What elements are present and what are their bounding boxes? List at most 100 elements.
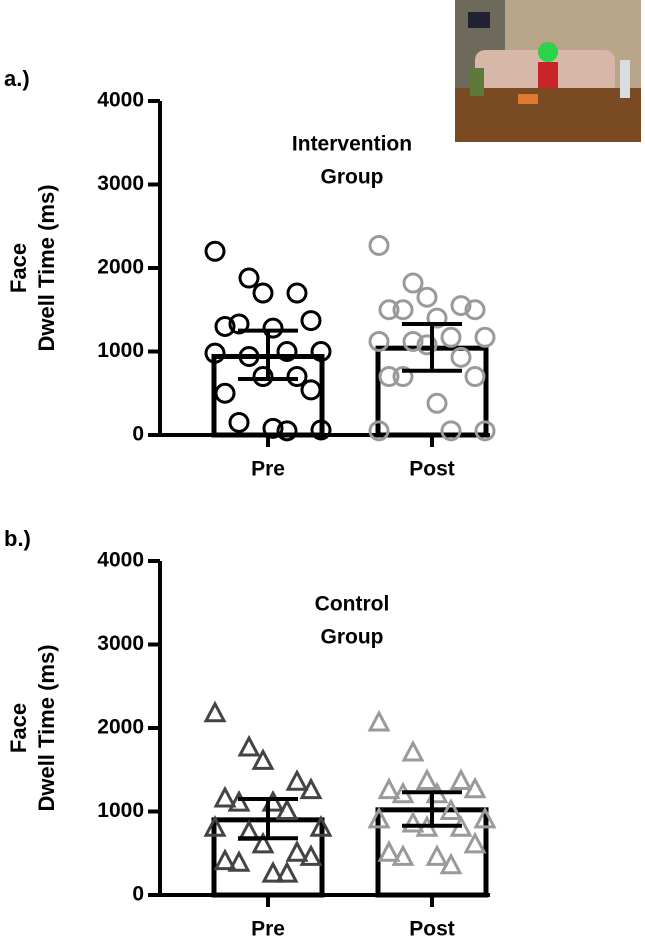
chart-title: Intervention (292, 133, 412, 156)
data-point (391, 844, 415, 866)
data-point (238, 267, 260, 289)
y-tick-label: 1000 (97, 799, 144, 822)
panel-label: b.) (4, 526, 31, 551)
error-bar (402, 790, 462, 828)
data-point (276, 341, 298, 362)
data-point (450, 346, 472, 368)
data-point (286, 282, 308, 304)
data-point (252, 282, 274, 304)
data-point (285, 769, 309, 791)
data-point (214, 315, 236, 337)
data-point (213, 848, 237, 871)
data-point (300, 379, 322, 401)
data-point (228, 313, 250, 335)
data-point (261, 860, 285, 883)
data-point (204, 342, 226, 364)
y-axis-label: Face (6, 703, 31, 753)
data-point (401, 739, 425, 762)
data-point (251, 748, 275, 770)
data-point (464, 366, 486, 388)
data-point (474, 420, 496, 442)
data-point (401, 810, 425, 833)
data-point (252, 366, 274, 388)
data-point (440, 420, 462, 442)
y-axis-label: Dwell Time (ms) (34, 184, 59, 351)
data-point (286, 366, 308, 388)
data-point (463, 831, 487, 854)
data-point (368, 234, 390, 256)
data-point (299, 844, 323, 866)
data-point (367, 709, 391, 732)
x-tick-label: Post (409, 458, 455, 481)
data-point (262, 317, 284, 339)
y-tick-label: 1000 (97, 339, 144, 362)
data-point (262, 417, 284, 439)
data-point (368, 330, 390, 352)
data-point (450, 295, 472, 317)
data-point (392, 366, 414, 388)
y-tick-label: 0 (132, 423, 144, 446)
photo (455, 0, 641, 142)
data-point (251, 831, 275, 854)
data-point (300, 310, 322, 332)
error-bar (402, 321, 462, 373)
x-tick-label: Pre (251, 458, 285, 481)
data-point (377, 777, 401, 800)
data-point (368, 420, 390, 442)
data-point (203, 700, 227, 723)
x-tick-label: Pre (251, 918, 285, 941)
data-point (227, 789, 251, 812)
data-point (203, 814, 227, 837)
data-point (238, 346, 260, 368)
data-point (275, 860, 299, 883)
data-point (439, 798, 463, 820)
data-point (415, 768, 439, 790)
y-axis-label: Face (6, 243, 31, 293)
data-point (426, 307, 448, 329)
data-point (310, 341, 332, 362)
data-point (310, 419, 332, 441)
data-point (402, 272, 424, 294)
data-point (228, 411, 250, 433)
data-point (276, 420, 298, 442)
data-point (377, 840, 401, 862)
data-point (416, 334, 438, 356)
data-point (367, 806, 391, 829)
data-point (473, 806, 497, 829)
data-point (464, 299, 486, 321)
data-point (440, 326, 462, 348)
y-tick-label: 3000 (97, 172, 144, 195)
y-tick-label: 4000 (97, 89, 144, 112)
y-tick-label: 2000 (97, 256, 144, 279)
data-point (275, 798, 299, 820)
y-tick-label: 0 (132, 883, 144, 906)
chart-title: Group (321, 626, 384, 649)
data-point (378, 299, 400, 321)
data-point (402, 330, 424, 352)
chart-title: Control (315, 593, 390, 616)
data-point (237, 734, 261, 757)
data-point (474, 326, 496, 348)
data-point (214, 382, 236, 404)
data-point (463, 776, 487, 799)
data-point (425, 844, 449, 866)
data-point (426, 392, 448, 414)
y-tick-label: 3000 (97, 632, 144, 655)
error-bar (238, 328, 298, 382)
data-point (416, 286, 438, 308)
error-bar (238, 796, 298, 841)
y-tick-label: 4000 (97, 549, 144, 572)
data-point (378, 366, 400, 388)
data-point (204, 240, 226, 262)
data-point (439, 852, 463, 875)
data-point (299, 777, 323, 800)
y-axis-label: Dwell Time (ms) (34, 644, 59, 811)
x-tick-label: Post (409, 918, 455, 941)
chart-title: Group (321, 166, 384, 189)
data-point (227, 850, 251, 872)
data-point (392, 299, 414, 321)
data-point (285, 840, 309, 862)
data-point (449, 768, 473, 790)
y-tick-label: 2000 (97, 716, 144, 739)
